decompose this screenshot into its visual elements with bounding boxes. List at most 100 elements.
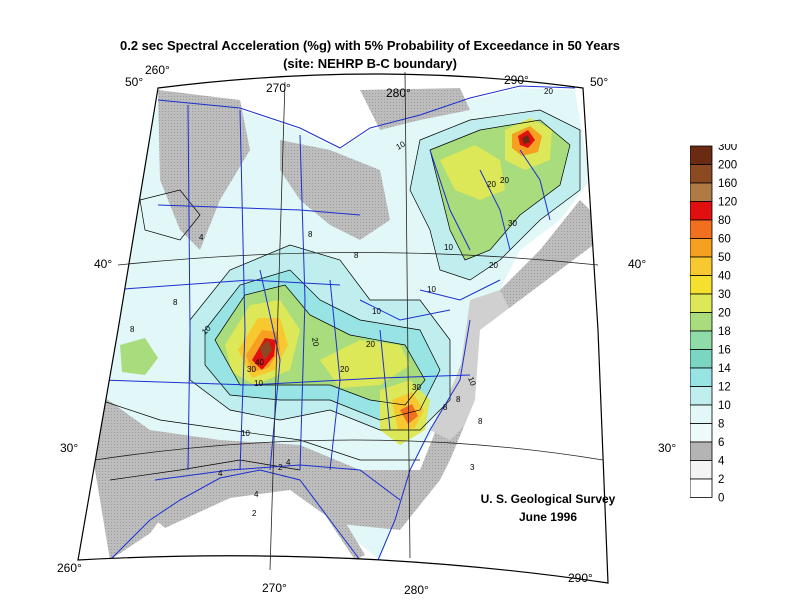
contour-label: 8	[130, 325, 135, 334]
legend-swatch	[690, 441, 713, 461]
legend-label: 18	[718, 326, 731, 338]
credit-date: June 1996	[518, 510, 578, 524]
map-subtitle: (site: NEHRP B-C boundary)	[283, 56, 457, 71]
legend-label: 10	[718, 400, 731, 412]
legend-swatch	[690, 182, 713, 202]
legend-label: 2	[718, 474, 724, 486]
contour-label: 10	[466, 376, 478, 388]
legend-swatch	[690, 478, 713, 498]
legend-label: 20	[718, 308, 731, 320]
low-hazard-gulf	[80, 200, 600, 560]
legend-label: 160	[718, 178, 737, 190]
legend-label: 6	[718, 437, 724, 449]
lon-label-top-290: 290°	[504, 73, 529, 87]
legend-swatch	[690, 238, 713, 258]
hazard-zone-charleston-80	[400, 404, 418, 424]
legend-swatch	[690, 145, 713, 165]
lat-label-left-50: 50°	[125, 75, 143, 89]
legend-label: 40	[718, 271, 731, 283]
legend-label: 30	[718, 289, 731, 301]
low-hazard-northeast	[360, 88, 470, 130]
lat-label-right-50: 50°	[590, 75, 608, 89]
contour-label: 8	[478, 417, 483, 426]
legend-label: 200	[718, 160, 737, 172]
contour-label: 20	[489, 261, 498, 270]
contour-label: 3	[470, 463, 475, 472]
legend-swatch	[690, 293, 713, 313]
contour-label: 20	[340, 365, 349, 374]
contour-label: 40	[255, 358, 264, 367]
legend-swatch	[690, 312, 713, 332]
legend-swatch	[690, 349, 713, 369]
credit-agency: U. S. Geological Survey	[480, 492, 616, 506]
graticule-labels: 260° 270° 280° 290° 50° 40° 30° 50° 40° …	[57, 63, 676, 597]
contour-label: 8	[354, 251, 359, 260]
legend-label: 80	[718, 215, 731, 227]
contour-label: 10	[444, 243, 453, 252]
atlantic-ocean	[390, 240, 608, 583]
contour-label: 30	[508, 219, 517, 228]
contour-label: 8	[443, 403, 448, 412]
contour-label: 10	[254, 379, 263, 388]
legend-swatch	[690, 275, 713, 295]
lon-label-top-260: 260°	[145, 63, 170, 77]
lon-label-top-270: 270°	[266, 81, 291, 95]
low-hazard-west	[158, 90, 250, 250]
contour-label: 30	[412, 383, 421, 392]
hazard-zone-ne-20	[440, 145, 505, 200]
legend-swatch	[690, 423, 713, 443]
legend-swatch	[690, 386, 713, 406]
lat-label-left-30: 30°	[60, 441, 78, 455]
legend-label: 14	[718, 363, 731, 375]
contour-label: 10	[372, 307, 381, 316]
legend-label: 12	[718, 382, 731, 394]
lon-label-bottom-280: 280°	[404, 583, 429, 597]
contour-label: 2	[252, 509, 257, 518]
hazard-zone-300-nmsz	[260, 340, 272, 360]
legend-swatch	[690, 219, 713, 239]
contour-label: 2	[278, 463, 283, 472]
contour-value-labels: 10 20 4 8 8 8 10 10 10 20 20 20 30 20 10…	[130, 87, 553, 518]
legend-label: 50	[718, 252, 731, 264]
legend-swatch	[690, 404, 713, 424]
contour-label: 20	[487, 180, 496, 189]
low-hazard-great-lakes	[280, 140, 390, 240]
graticule	[94, 71, 604, 571]
state-boundaries	[99, 85, 576, 561]
hazard-zone-etsz	[320, 340, 410, 388]
contour-lines	[99, 109, 581, 481]
legend-label: 60	[718, 234, 731, 246]
lon-label-top-280: 280°	[386, 86, 411, 100]
contour-label: 8	[308, 230, 313, 239]
contour-label: 30	[247, 365, 256, 374]
contour-label: 8	[173, 298, 178, 307]
contour-label: 20	[544, 87, 553, 96]
map-title: 0.2 sec Spectral Acceleration (%g) with …	[120, 38, 620, 53]
contour-label: 4	[286, 458, 291, 467]
lat-label-right-30: 30°	[658, 441, 676, 455]
gulf-coast-grey	[150, 478, 365, 560]
contour-label: 10	[241, 429, 250, 438]
legend-swatch	[690, 367, 713, 387]
contour-label: 10	[427, 285, 436, 294]
legend-label: 4	[718, 456, 725, 468]
hazard-zone-west-16	[120, 338, 158, 375]
lon-label-bottom-270: 270°	[262, 581, 287, 595]
hazard-zone-ne-quebec-peak	[522, 135, 530, 144]
contour-label: 20	[310, 337, 321, 348]
legend-swatch	[690, 330, 713, 350]
legend-label: 120	[718, 197, 737, 209]
contour-label: 4	[254, 490, 259, 499]
map-frame	[77, 73, 609, 584]
legend-swatch	[690, 201, 713, 221]
legend-swatch	[690, 460, 713, 480]
contour-label: 8	[456, 395, 461, 404]
contour-label: 20	[500, 176, 509, 185]
legend-swatch	[690, 164, 713, 184]
legend-label: 8	[718, 419, 724, 431]
lon-label-bottom-290: 290°	[568, 571, 593, 585]
legend-label: 0	[718, 493, 724, 505]
contour-label: 4	[199, 233, 204, 242]
